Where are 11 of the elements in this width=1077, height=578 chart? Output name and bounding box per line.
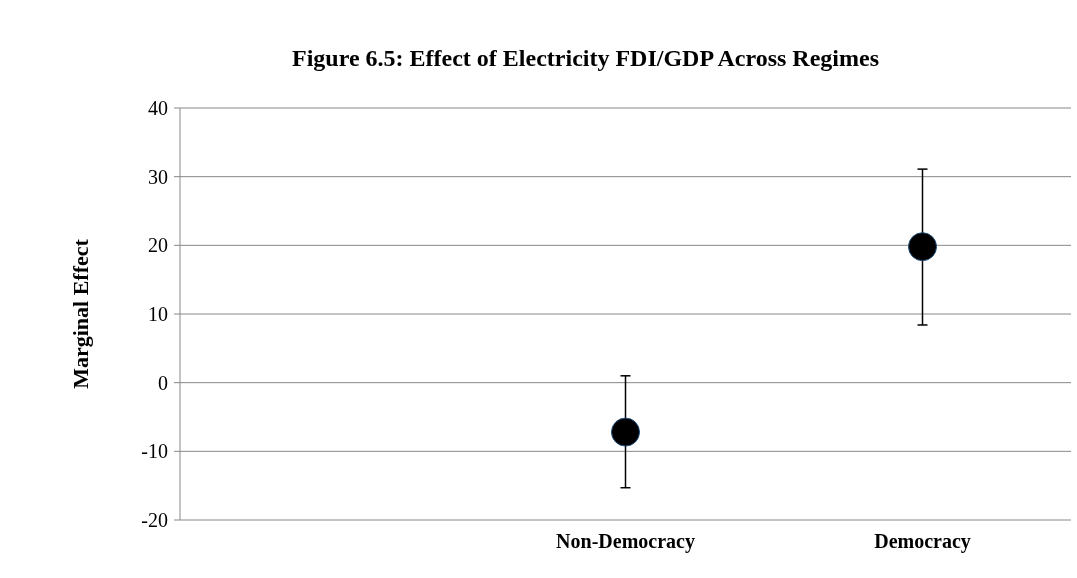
y-tick-label: 0 [158,371,168,394]
chart-title: Figure 6.5: Effect of Electricity FDI/GDP Across Regimes [292,45,879,71]
y-tick-label: 10 [148,303,168,325]
y-tick-label: 40 [148,97,168,119]
x-tick-label: Democracy [874,530,971,553]
y-tick-label: -10 [141,440,168,463]
y-tick-label: 30 [148,165,168,188]
y-axis-title: Marginal Effect [68,238,93,389]
y-tick-label: 20 [148,234,168,257]
x-tick-label: Non-Democracy [556,530,695,553]
y-tick-label: -20 [141,509,168,531]
